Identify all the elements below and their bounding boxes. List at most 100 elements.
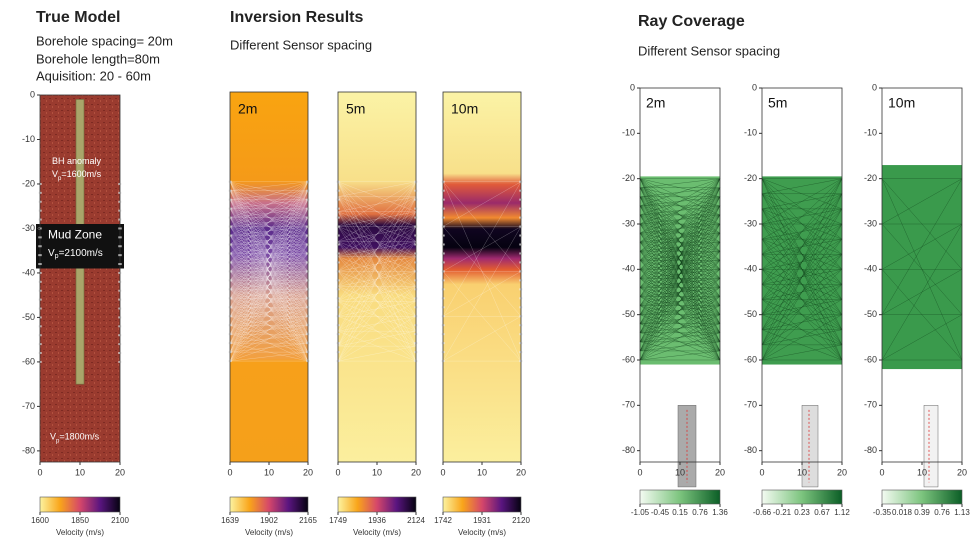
annotation: Vp=1600m/s xyxy=(52,169,102,181)
ray xyxy=(229,217,309,362)
ray xyxy=(229,262,309,362)
y-tick-label: -70 xyxy=(864,400,877,410)
ray xyxy=(337,211,417,257)
ray xyxy=(337,211,417,272)
colorbar xyxy=(39,496,121,513)
ray xyxy=(229,199,309,236)
ray xyxy=(337,241,417,362)
ray xyxy=(229,217,309,272)
ray xyxy=(229,190,309,344)
colorbar-tick-label: 0.67 xyxy=(814,508,830,517)
ray xyxy=(229,289,309,362)
ray xyxy=(337,196,417,317)
ray xyxy=(639,187,721,361)
ray xyxy=(229,244,309,281)
ray xyxy=(229,181,309,290)
ray xyxy=(229,226,309,344)
tomogram xyxy=(338,92,416,462)
ray xyxy=(229,226,309,299)
ray xyxy=(229,253,309,281)
ray xyxy=(229,262,309,299)
ray xyxy=(229,315,309,326)
ray xyxy=(337,196,417,242)
ray xyxy=(229,181,309,200)
subscript: p xyxy=(58,176,62,182)
ray xyxy=(337,241,417,287)
ray xyxy=(337,181,417,272)
ray xyxy=(337,286,417,332)
ray xyxy=(229,190,309,308)
y-tick-label: -80 xyxy=(22,445,35,455)
ray xyxy=(229,289,309,317)
subscript: p xyxy=(55,253,59,260)
ray xyxy=(442,181,522,317)
ray xyxy=(442,226,522,317)
ray xyxy=(229,244,309,290)
ray xyxy=(761,254,843,361)
colorbar-tick-label: 1936 xyxy=(368,516,386,525)
ray xyxy=(337,211,417,317)
ray xyxy=(229,208,309,245)
y-tick-label: -10 xyxy=(622,128,635,138)
ray xyxy=(229,289,309,344)
ray xyxy=(229,226,309,272)
x-tick-label: 0 xyxy=(440,467,445,477)
ray xyxy=(229,181,309,245)
colorbar-tick-label: 0.018 xyxy=(892,508,913,517)
y-tick-label: -60 xyxy=(744,354,757,364)
colorbar-label: Velocity (m/s) xyxy=(56,528,104,537)
y-tick-label: -40 xyxy=(744,264,757,274)
ray xyxy=(229,253,309,290)
ray xyxy=(229,253,309,299)
colorbar-tick-label: 2124 xyxy=(407,516,425,525)
ray xyxy=(229,298,309,326)
ray xyxy=(337,196,417,257)
ray xyxy=(337,271,417,332)
colorbar xyxy=(229,496,309,513)
coverage xyxy=(762,176,842,365)
ray xyxy=(229,217,309,263)
ray xyxy=(229,190,309,299)
y-tick-label: -20 xyxy=(622,173,635,183)
ray xyxy=(229,217,309,236)
ray xyxy=(639,178,721,279)
ray xyxy=(337,301,417,332)
ray xyxy=(229,217,309,299)
ray xyxy=(229,253,309,326)
ray xyxy=(229,280,309,317)
colorbar-tick-label: 0.23 xyxy=(794,508,810,517)
inset xyxy=(801,405,819,488)
colorbar-tick-label: 2120 xyxy=(512,516,530,525)
ray xyxy=(229,181,309,263)
ray xyxy=(229,199,309,227)
ray xyxy=(337,211,417,287)
ray xyxy=(229,235,309,353)
y-tick-label: 0 xyxy=(752,82,757,92)
ray xyxy=(229,342,309,362)
ray xyxy=(229,280,309,344)
ray xyxy=(337,241,417,332)
title: True Model xyxy=(36,9,120,26)
x-tick-label: 0 xyxy=(37,467,42,477)
ray xyxy=(229,226,309,236)
x-tick-label: 10 xyxy=(917,467,927,477)
ray xyxy=(229,271,309,326)
ray xyxy=(337,181,417,332)
x-tick-label: 0 xyxy=(227,467,232,477)
ray xyxy=(229,181,309,218)
value: =1600m/s xyxy=(61,169,101,179)
ray xyxy=(229,217,309,308)
ray xyxy=(229,280,309,299)
colorbar-tick-label: 0.15 xyxy=(672,508,688,517)
ray xyxy=(229,217,309,245)
ray xyxy=(229,199,309,263)
ray xyxy=(229,226,309,335)
ray xyxy=(442,181,522,227)
ray xyxy=(337,196,417,362)
ray xyxy=(442,226,522,272)
ray xyxy=(229,190,309,227)
ray xyxy=(229,208,309,362)
frame xyxy=(442,91,522,463)
ray xyxy=(229,181,309,353)
ray xyxy=(229,199,309,254)
